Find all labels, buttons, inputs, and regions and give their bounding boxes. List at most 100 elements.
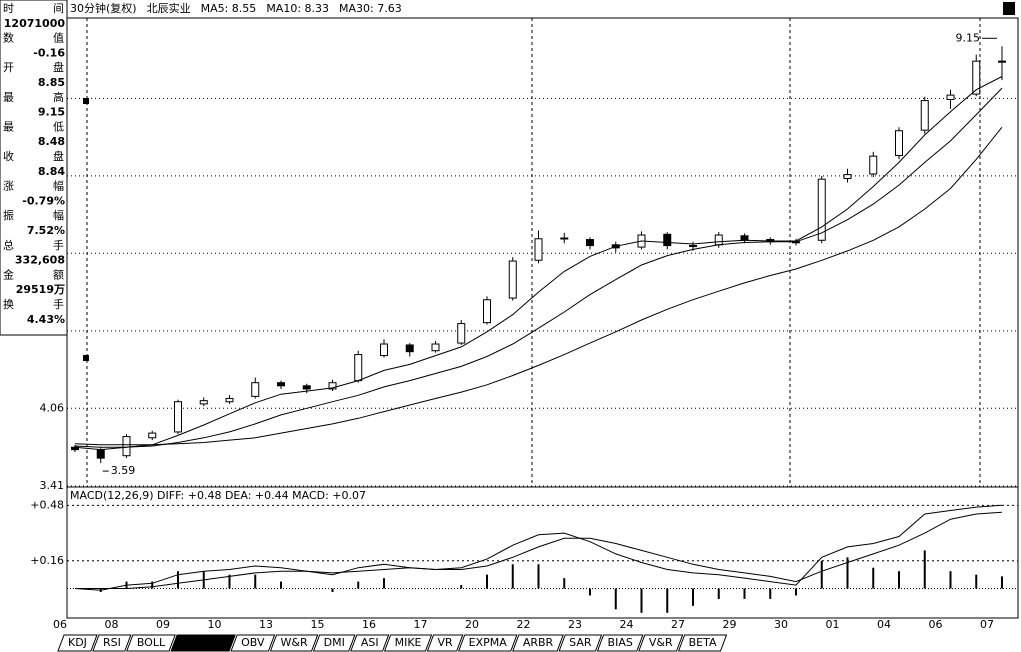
tab-label[interactable]: 主力买卖 <box>181 636 225 649</box>
candle-body <box>946 94 955 100</box>
x-tick-label: 06 <box>929 618 943 631</box>
frame <box>66 2 1019 619</box>
stock-name: 北辰实业 <box>147 1 191 15</box>
marker <box>83 355 89 361</box>
candle-body <box>122 436 131 457</box>
candle-body <box>431 343 440 352</box>
x-tick-label: 23 <box>568 618 582 631</box>
tab-label[interactable]: V&R <box>649 636 673 649</box>
candle-body <box>740 235 749 241</box>
info-panel-box <box>0 0 68 336</box>
tab-label[interactable]: MIKE <box>395 636 422 649</box>
tab-label[interactable]: RSI <box>103 636 121 649</box>
tab[interactable] <box>170 634 236 652</box>
tab[interactable] <box>312 634 356 652</box>
candle-body <box>534 238 543 261</box>
candle-body <box>586 239 594 247</box>
x-tick-label: 10 <box>208 618 222 631</box>
annotation-label: 9.15 <box>956 31 981 44</box>
info-value: 8.48 <box>38 135 65 148</box>
tab-label[interactable]: BETA <box>689 636 717 649</box>
chart-title: 30分钟(复权) <box>70 1 137 15</box>
moving-average-line <box>74 126 1003 446</box>
candle-body <box>354 354 363 382</box>
tab-label[interactable]: OBV <box>241 636 265 649</box>
candle-body <box>96 449 105 459</box>
marker <box>83 98 89 104</box>
candle-body <box>869 155 878 175</box>
legend-entry: MA10: 8.33 <box>266 2 329 15</box>
candle-body <box>457 323 466 344</box>
info-value: -0.16 <box>33 46 65 59</box>
tab-label[interactable]: ARBR <box>523 636 554 649</box>
tab[interactable] <box>350 634 390 652</box>
indicator-title: MACD(12,26,9) DIFF: +0.48 DEA: +0.44 MAC… <box>70 489 366 502</box>
tab-bar: KDJ RSI BOLL 主力买卖 OBV W&R DMI ASI MIKE VR EXPMA ARB… <box>0 633 1021 652</box>
tab[interactable] <box>383 634 433 652</box>
tab[interactable] <box>558 634 603 652</box>
candle-body <box>302 385 311 390</box>
candle-body <box>199 400 208 405</box>
candle-body <box>328 382 337 390</box>
tab[interactable] <box>512 634 564 652</box>
tab-label[interactable]: VR <box>438 636 454 649</box>
tab[interactable] <box>269 634 319 652</box>
candle-body <box>843 174 852 180</box>
candle-body <box>663 233 672 247</box>
tab-label[interactable]: BIAS <box>608 636 633 649</box>
candle-body <box>277 382 285 387</box>
x-tick-label: 07 <box>980 618 994 631</box>
tab-label[interactable]: W&R <box>281 636 308 649</box>
y-tick-label: +0.16 <box>30 554 64 567</box>
tab-label[interactable]: DMI <box>324 636 345 649</box>
tab[interactable] <box>126 634 176 652</box>
moving-average-line <box>74 76 1003 451</box>
candle-body <box>895 130 903 157</box>
candle-body <box>405 344 414 353</box>
tab[interactable] <box>457 634 518 652</box>
x-tick-label: 16 <box>362 618 376 631</box>
x-tick-label: 22 <box>517 618 531 631</box>
info-value: 7.52% <box>27 224 65 237</box>
tab-label[interactable]: KDJ <box>68 636 87 649</box>
candle-body <box>483 299 491 324</box>
tab[interactable] <box>230 634 276 652</box>
tab-label[interactable]: EXPMA <box>469 636 508 649</box>
marks <box>71 46 1006 613</box>
candle-body <box>174 401 182 433</box>
tab[interactable] <box>92 634 132 652</box>
tab[interactable] <box>426 634 464 652</box>
tab-label[interactable]: ASI <box>361 636 379 649</box>
grid <box>67 97 1018 590</box>
candle-body <box>148 432 157 439</box>
info-value: 12071000 <box>4 17 66 30</box>
tab[interactable] <box>677 634 728 652</box>
tab-label[interactable]: BOLL <box>137 636 166 649</box>
candle-body <box>920 100 929 131</box>
moving-average-line <box>74 87 1003 448</box>
info-value: 8.84 <box>38 165 65 178</box>
candle-body <box>380 343 388 357</box>
x-tick-label: 20 <box>465 618 479 631</box>
macd-line <box>74 504 1003 591</box>
legend-entry: MA30: 7.63 <box>339 2 402 15</box>
tab[interactable] <box>596 634 644 652</box>
info-value: 29519万 <box>16 283 65 296</box>
x-tick-label: 13 <box>259 618 273 631</box>
candle-body <box>225 398 234 403</box>
info-value: 332,608 <box>15 254 65 267</box>
info-panel: 时间12071000数值-0.16开盘8.85最高9.15最低8.48收盘8.8… <box>0 0 68 336</box>
x-tick-label: 01 <box>826 618 840 631</box>
x-tick-label: 04 <box>877 618 891 631</box>
window-button[interactable] <box>1003 2 1015 15</box>
tab[interactable] <box>57 634 98 652</box>
y-tick-label: 4.06 <box>40 401 65 414</box>
tab-label[interactable]: SAR <box>569 636 592 649</box>
info-value: 9.15 <box>38 106 65 119</box>
info-value: 4.43% <box>27 313 65 326</box>
candle-body <box>689 245 697 248</box>
tab[interactable] <box>638 634 684 652</box>
x-tick-label: 29 <box>723 618 737 631</box>
